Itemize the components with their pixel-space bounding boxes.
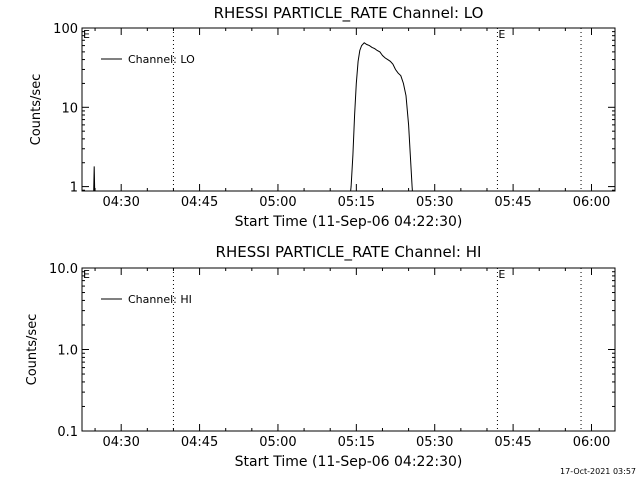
x-tick-label: 04:30	[102, 435, 139, 450]
series-line	[93, 166, 96, 191]
x-tick-label: 06:00	[573, 195, 610, 210]
x-tick-label: 05:00	[259, 435, 296, 450]
y-axis-label: Counts/sec	[29, 74, 44, 146]
y-tick-label: 10.0	[49, 262, 78, 277]
y-tick-label: 100	[53, 22, 78, 37]
plot-frame	[81, 27, 616, 192]
x-tick-label: 05:15	[338, 435, 375, 450]
x-tick-label: 06:00	[573, 435, 610, 450]
chart-title: RHESSI PARTICLE_RATE Channel: HI	[216, 243, 482, 262]
x-axis-label: Start Time (11-Sep-06 04:22:30)	[235, 454, 463, 470]
corner-marker-label: E	[83, 28, 90, 41]
time-marker-label: E	[498, 28, 505, 41]
legend-label: Channel: LO	[128, 53, 195, 66]
y-axis-label: Counts/sec	[25, 314, 40, 386]
x-tick-label: 04:30	[102, 195, 139, 210]
lo-channel-panel: RHESSI PARTICLE_RATE Channel: LO 04:30 04:…	[29, 4, 616, 230]
time-marker-label: E	[498, 268, 505, 281]
hi-channel-panel: RHESSI PARTICLE_RATE Channel: HI 04:30 04:…	[25, 243, 616, 470]
y-tick-label: 10	[61, 101, 78, 116]
corner-marker-label: E	[83, 268, 90, 281]
series-line	[350, 42, 413, 191]
x-tick-label: 05:15	[338, 195, 375, 210]
x-tick-label: 05:30	[416, 195, 453, 210]
x-tick-label: 05:00	[259, 195, 296, 210]
x-tick-label: 05:45	[494, 195, 531, 210]
y-tick-label: 0.1	[57, 425, 78, 440]
x-tick-label: 05:30	[416, 435, 453, 450]
x-tick-label: 05:45	[494, 435, 531, 450]
y-tick-label: 1	[70, 181, 78, 196]
x-tick-label: 04:45	[181, 195, 218, 210]
y-tick-label: 1.0	[57, 344, 78, 359]
plot-timestamp: 17-Oct-2021 03:57	[560, 467, 636, 476]
x-tick-label: 04:45	[181, 435, 218, 450]
legend-label: Channel: HI	[128, 293, 192, 306]
x-axis-label: Start Time (11-Sep-06 04:22:30)	[235, 214, 463, 230]
chart-title: RHESSI PARTICLE_RATE Channel: LO	[214, 4, 484, 23]
